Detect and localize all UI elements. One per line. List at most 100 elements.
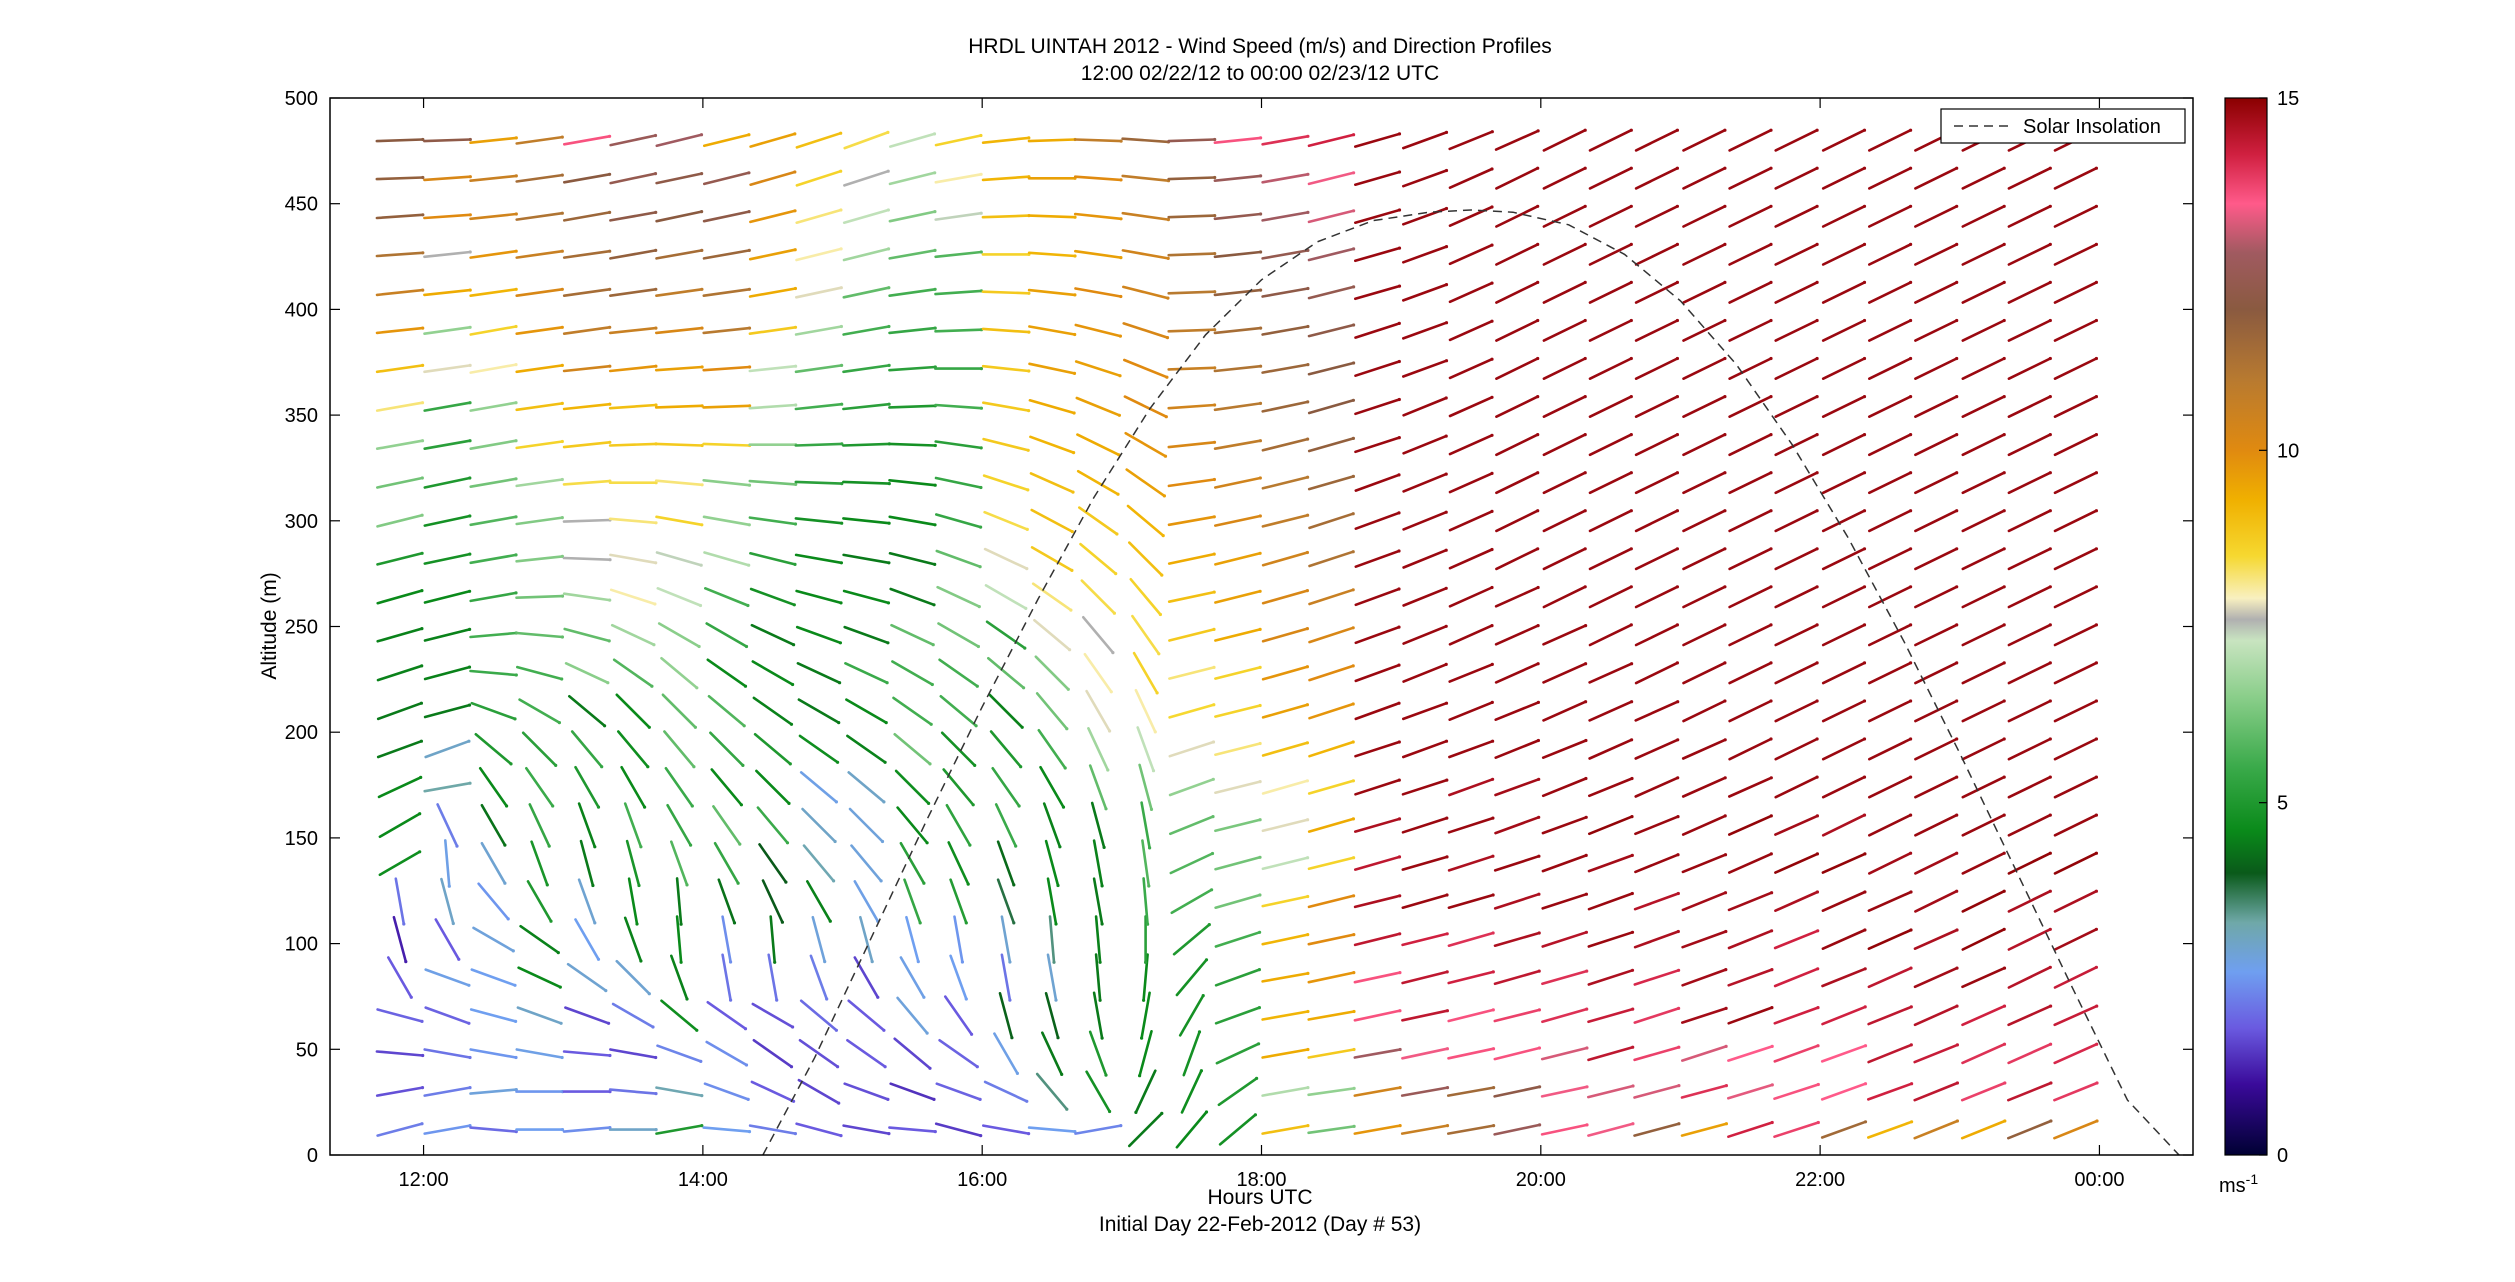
wind-vector-head — [1109, 690, 1113, 694]
wind-vector — [470, 968, 517, 987]
wind-vector — [2053, 699, 2098, 723]
wind-vector-head — [1676, 815, 1680, 819]
wind-vector-head — [1909, 890, 1913, 894]
wind-vector — [1495, 281, 1539, 304]
colorbar-tick-label: 0 — [2277, 1145, 2288, 1167]
wind-vector-head — [1815, 775, 1819, 779]
wind-vector-head — [545, 883, 549, 887]
wind-vector-head — [1955, 1119, 1959, 1123]
wind-vector-head — [1162, 494, 1166, 498]
wind-vector-head — [1012, 921, 1016, 925]
wind-vector — [1821, 319, 1866, 342]
wind-vector-head — [747, 210, 751, 214]
wind-vector — [1633, 892, 1680, 911]
wind-vector — [609, 588, 657, 606]
wind-vector-head — [1492, 1086, 1496, 1090]
wind-vector-head — [1723, 853, 1728, 857]
wind-vector-head — [2002, 1042, 2007, 1046]
wind-vector — [1821, 699, 1866, 723]
wind-vector — [2007, 737, 2052, 761]
wind-vector — [1078, 506, 1119, 536]
wind-vector — [1633, 930, 1680, 949]
wind-vector — [1048, 915, 1056, 964]
wind-vector — [1868, 433, 1912, 457]
wind-vector-head — [1723, 623, 1727, 627]
wind-vector-head — [1490, 319, 1494, 323]
wind-vector — [515, 555, 564, 563]
wind-vector-head — [794, 364, 798, 368]
wind-vector — [1028, 398, 1076, 415]
wind-vector-head — [1199, 1069, 1203, 1073]
wind-vector-head — [1629, 433, 1633, 437]
wind-vector-head — [1351, 512, 1355, 516]
wind-vector-head — [1815, 128, 1819, 132]
wind-vector — [1074, 360, 1122, 378]
wind-vector — [2053, 319, 2098, 342]
wind-vector-head — [560, 635, 565, 639]
wind-vector — [654, 326, 704, 335]
wind-vector-head — [608, 287, 612, 291]
wind-vector-head — [514, 212, 518, 216]
wind-vector — [2007, 623, 2052, 647]
wind-vector — [394, 877, 406, 926]
wind-vector-head — [560, 287, 564, 291]
wind-vector — [1073, 175, 1123, 182]
wind-vector-head — [560, 173, 564, 177]
wind-vector-head — [1583, 547, 1587, 551]
wind-vector-head — [468, 476, 472, 480]
wind-vector-head — [785, 841, 790, 845]
legend[interactable]: Solar Insolation — [1940, 108, 2186, 144]
wind-vector-head — [1072, 411, 1076, 415]
wind-vector — [1773, 1044, 1820, 1063]
y-tick-label: 350 — [285, 405, 318, 427]
wind-vector — [843, 625, 890, 645]
wind-vector — [1821, 1005, 1867, 1026]
wind-vector — [655, 133, 703, 148]
wind-vector — [1868, 471, 1912, 495]
wind-vector-head — [560, 594, 565, 598]
wind-vector — [1913, 1043, 1959, 1064]
wind-vector-head — [1769, 318, 1773, 323]
wind-vector-head — [1675, 356, 1679, 361]
wind-vector — [888, 287, 937, 298]
wind-vector — [1634, 243, 1679, 266]
wind-vector-head — [1305, 779, 1309, 783]
wind-vector — [1033, 618, 1071, 652]
wind-vector — [1448, 357, 1494, 380]
wind-vector — [985, 620, 1027, 650]
wind-vector — [1044, 991, 1060, 1039]
wind-vector — [1728, 737, 1773, 761]
wind-vector-head — [1027, 136, 1031, 140]
wind-vector — [1774, 471, 1819, 495]
wind-vector-head — [839, 324, 844, 329]
wind-vector-head — [1445, 1124, 1450, 1128]
wind-vector-head — [1306, 971, 1310, 976]
wind-vector — [562, 518, 612, 523]
wind-vector-head — [791, 682, 795, 687]
wind-vector — [934, 403, 983, 410]
wind-vector — [1354, 625, 1401, 645]
wind-vector-head — [1629, 128, 1633, 132]
wind-vector — [1402, 739, 1448, 759]
wind-vector — [1821, 967, 1867, 988]
wind-vector — [1682, 433, 1727, 457]
wind-vector — [423, 175, 472, 182]
wind-vector-head — [979, 406, 984, 410]
wind-vector — [1914, 166, 1958, 190]
wind-vector-head — [420, 439, 425, 443]
wind-vector — [1542, 662, 1587, 684]
wind-vector — [1728, 585, 1773, 609]
wind-vector-head — [1305, 627, 1309, 631]
wind-vector-head — [1583, 242, 1587, 246]
x-tick-label: 22:00 — [1795, 1169, 1845, 1191]
wind-vector — [474, 732, 513, 766]
wind-vector — [1633, 1084, 1681, 1099]
wind-vector-head — [2094, 280, 2098, 284]
wind-vector-head — [1815, 852, 1819, 856]
wind-vector — [1213, 174, 1262, 182]
wind-vector — [515, 478, 564, 488]
wind-vector — [423, 476, 472, 489]
wind-vector-head — [1098, 960, 1102, 964]
wind-vector — [983, 547, 1029, 570]
wind-vector-head — [654, 326, 658, 330]
